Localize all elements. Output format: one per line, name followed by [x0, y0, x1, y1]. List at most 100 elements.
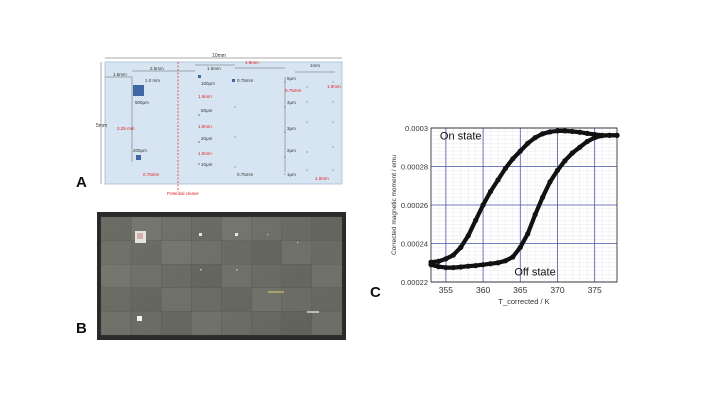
data-point [584, 130, 590, 136]
micrograph-tile [130, 287, 162, 312]
data-point [547, 179, 553, 185]
micrograph-tile [191, 216, 222, 241]
pad-100um [198, 75, 201, 78]
micrograph-tile [251, 216, 282, 241]
micrograph-tile [161, 216, 192, 241]
micrograph-tile [221, 311, 252, 336]
data-point [487, 188, 494, 195]
size-label: 100μm [201, 81, 215, 86]
dim-label: 1.0mm [327, 84, 341, 89]
dim-label: 1.5mm [113, 72, 127, 77]
micrograph-tile [130, 240, 162, 265]
dim-label: 1.5mm [198, 94, 212, 99]
label-strip [307, 311, 319, 313]
micrograph-tile [100, 311, 132, 336]
dim-label: 1.5mm [207, 66, 221, 71]
pad-extra-image [235, 233, 238, 236]
data-point [584, 138, 590, 145]
data-point [458, 244, 464, 250]
micrograph-tile [221, 287, 252, 312]
data-point [562, 128, 568, 134]
size-label: 50μm [201, 108, 213, 113]
data-point [450, 264, 456, 271]
micrograph-tile [251, 264, 282, 289]
dim-label: 0.75mm [143, 172, 160, 177]
data-point [435, 264, 442, 270]
data-point [510, 156, 516, 162]
micrograph-tile [191, 311, 222, 336]
micrograph-tile [251, 311, 282, 336]
y-tick-label: 0.00022 [401, 278, 428, 287]
micrograph-tile [251, 240, 282, 265]
panel-label-a: A [76, 174, 87, 191]
data-point [480, 262, 486, 268]
data-point [606, 132, 613, 138]
micrograph-tile [161, 311, 192, 336]
x-tick-label: 355 [439, 285, 453, 295]
micrograph-tile [130, 311, 162, 336]
x-tick-label: 365 [513, 285, 527, 295]
micrograph-tile [311, 216, 343, 241]
size-label: 1μm [287, 172, 296, 177]
y-tick-label: 0.00024 [401, 240, 428, 249]
micrograph-tile [100, 264, 132, 289]
micrograph-tile [281, 240, 313, 265]
dim-label: 2.5mm [150, 66, 164, 71]
size-label: 200μm [133, 148, 147, 153]
dim-label: 1.0mm [198, 151, 212, 156]
marker-strip [268, 291, 284, 293]
dim-label: 1.0 mm [145, 78, 160, 83]
micrograph-tile [281, 264, 313, 289]
panel-label-c: C [370, 284, 381, 301]
data-point [540, 194, 546, 200]
micrograph-tile [161, 240, 192, 265]
micrograph-tile [281, 287, 313, 312]
micrograph-tile [100, 216, 132, 241]
dim-label: 1mm [310, 63, 320, 68]
dim-label: 0.75mm [285, 88, 302, 93]
size-label: 3μm [287, 126, 296, 131]
x-tick-label: 370 [550, 285, 564, 295]
micrograph-tile [100, 287, 132, 312]
y-tick-label: 0.0003 [405, 124, 428, 133]
data-point [443, 264, 449, 271]
micrograph-tile [191, 264, 222, 289]
width-label: 10mm [212, 53, 226, 59]
x-axis-label: T_corrected / K [498, 297, 549, 306]
size-label: 2μm [287, 148, 296, 153]
hysteresis-plot: 355 360 365 370 375 0.00022 0.00024 0.00026 0.00… [391, 124, 620, 306]
data-point [480, 202, 486, 208]
annotation-on-state: On state [440, 131, 482, 143]
data-point [517, 148, 523, 154]
micrograph-tile [311, 240, 343, 265]
height-label: 5mm [96, 123, 107, 129]
size-label: 20μm [201, 136, 213, 141]
data-point [510, 254, 516, 260]
data-point [569, 150, 575, 156]
data-point [569, 128, 575, 135]
micrograph-tile [221, 216, 252, 241]
data-point [562, 158, 568, 164]
data-point [495, 177, 501, 183]
micrograph-tile [281, 311, 313, 336]
data-point [577, 144, 583, 150]
plot-frame [430, 127, 618, 283]
data-point [502, 165, 508, 172]
pad-500um-reflection [137, 233, 143, 239]
chip-micrograph [97, 212, 346, 340]
cleave-label: Potential cleave [167, 191, 199, 196]
data-point [532, 135, 538, 141]
dim-label: 1.0mm [315, 176, 329, 181]
data-point [540, 131, 546, 137]
size-label: 4μm [287, 100, 296, 105]
data-point [554, 128, 561, 134]
chip-layout-schematic: 10mm 5mm Potential cleave 1.5mm 2.5mm 1.… [96, 53, 343, 196]
data-point [428, 262, 434, 268]
plot-area: 355 360 365 370 375 0.00022 0.00024 0.00026 0.00… [391, 124, 620, 306]
pad-200um [136, 155, 141, 160]
data-point [495, 260, 501, 266]
pad-500um [133, 85, 144, 96]
data-point [525, 231, 531, 237]
micrograph-tile [161, 287, 192, 312]
y-axis-label: Corrected magnetic moment / emu [391, 155, 398, 255]
